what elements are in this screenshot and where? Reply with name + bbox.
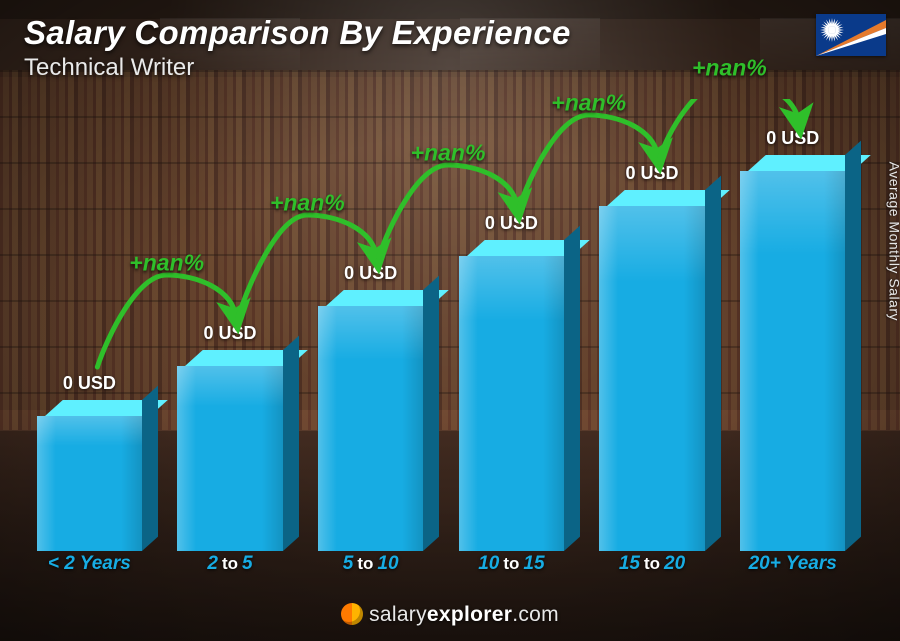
chart-subtitle: Technical Writer: [24, 54, 194, 82]
bars-container: 0 USD 0 USD 0 USD 0 USD 0 USD 0 USD: [24, 131, 858, 551]
x-label: 15to20: [591, 553, 714, 579]
x-axis-labels: < 2 Years 2to5 5to10 10to15 15to20 20+ Years: [24, 553, 858, 579]
x-label: < 2 Years: [28, 553, 151, 579]
salaryexplorer-logo-icon: [341, 603, 363, 625]
footer-text-1: salary: [369, 603, 427, 626]
infographic-stage: Salary Comparison By Experience Technica…: [0, 0, 900, 641]
bar-shape: [318, 290, 423, 551]
bar-5: 0 USD: [731, 131, 854, 551]
x-label: 5to10: [309, 553, 432, 579]
bar-shape: [177, 350, 282, 551]
bar-value-label: 0 USD: [204, 323, 257, 344]
bar-value-label: 0 USD: [485, 213, 538, 234]
bar-chart: 0 USD 0 USD 0 USD 0 USD 0 USD 0 USD < 2 Years…: [24, 99, 858, 579]
y-axis-label: Average Monthly Salary: [886, 161, 900, 320]
bar-value-label: 0 USD: [63, 373, 116, 394]
bar-2: 0 USD: [309, 131, 432, 551]
bar-1: 0 USD: [169, 131, 292, 551]
bar-value-label: 0 USD: [344, 263, 397, 284]
footer-text-bold: explorer: [427, 603, 512, 626]
footer-text-2: .com: [512, 603, 559, 626]
bar-value-label: 0 USD: [766, 128, 819, 149]
footer-attribution: salaryexplorer.com: [0, 603, 900, 627]
bar-0: 0 USD: [28, 131, 151, 551]
bar-shape: [599, 190, 704, 551]
bar-value-label: 0 USD: [626, 163, 679, 184]
chart-title: Salary Comparison By Experience: [24, 14, 571, 52]
x-label: 2to5: [169, 553, 292, 579]
bar-shape: [740, 155, 845, 551]
bar-3: 0 USD: [450, 131, 573, 551]
x-label: 20+ Years: [731, 553, 854, 579]
bar-4: 0 USD: [591, 131, 714, 551]
x-label: 10to15: [450, 553, 573, 579]
bar-shape: [459, 240, 564, 551]
country-flag-icon: [816, 14, 886, 56]
bar-shape: [37, 400, 142, 551]
